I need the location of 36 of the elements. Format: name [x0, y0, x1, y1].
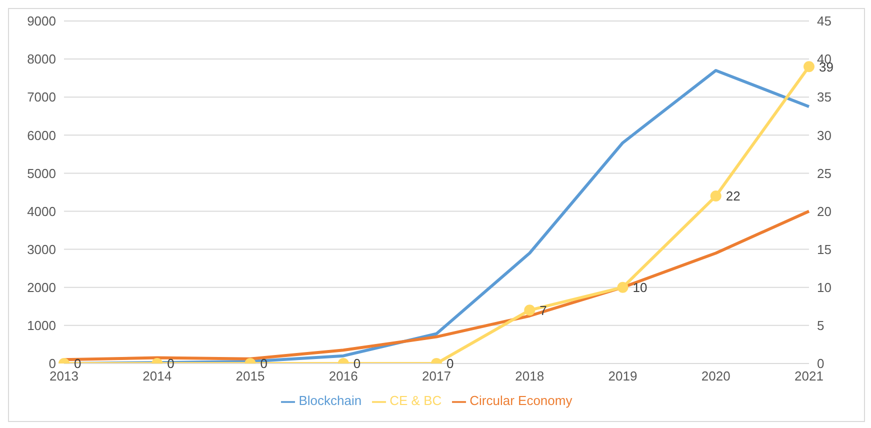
x-tick-label: 2015 — [236, 368, 265, 384]
y-tick-label: 2000 — [27, 280, 56, 295]
y2-tick-label: 25 — [817, 166, 832, 181]
data-label: 10 — [632, 280, 648, 295]
y-tick-label: 4000 — [27, 204, 56, 219]
y-tick-label: 3000 — [27, 242, 56, 257]
x-tick-label: 2017 — [422, 368, 451, 384]
x-tick-label: 2013 — [50, 368, 78, 384]
data-label: 0 — [446, 356, 454, 372]
legend-label: Circular Economy — [470, 393, 572, 408]
y-tick-label: 1000 — [27, 318, 56, 334]
legend-label: Blockchain — [298, 393, 362, 408]
y-tick-label: 0 — [48, 356, 56, 372]
point — [710, 190, 722, 202]
x-tick-label: 2019 — [608, 368, 638, 384]
y-tick-label: 5000 — [27, 166, 56, 181]
y-tick-label: 6000 — [27, 128, 56, 143]
y2-tick-label: 20 — [817, 204, 832, 219]
y-tick-label: 7000 — [27, 90, 56, 105]
y2-tick-label: 5 — [817, 318, 824, 334]
y2-tick-label: 15 — [817, 242, 832, 257]
x-tick-label: 2021 — [794, 368, 824, 384]
legend-label: CE & BC — [390, 393, 442, 408]
point — [804, 61, 814, 72]
x-tick-label: 2020 — [701, 368, 730, 384]
data-label: 22 — [726, 188, 740, 204]
y2-tick-label: 30 — [817, 128, 832, 143]
y-tick-label: 8000 — [27, 52, 56, 67]
x-tick-label: 2016 — [328, 368, 358, 384]
x-tick-label: 2018 — [515, 368, 544, 384]
y2-tick-label: 0 — [817, 356, 824, 372]
y2-tick-label: 45 — [817, 14, 832, 29]
y2-tick-label: 35 — [817, 90, 832, 105]
x-tick-label: 2014 — [142, 368, 172, 384]
y2-tick-label: 10 — [817, 280, 832, 295]
y-tick-label: 9000 — [27, 14, 56, 29]
